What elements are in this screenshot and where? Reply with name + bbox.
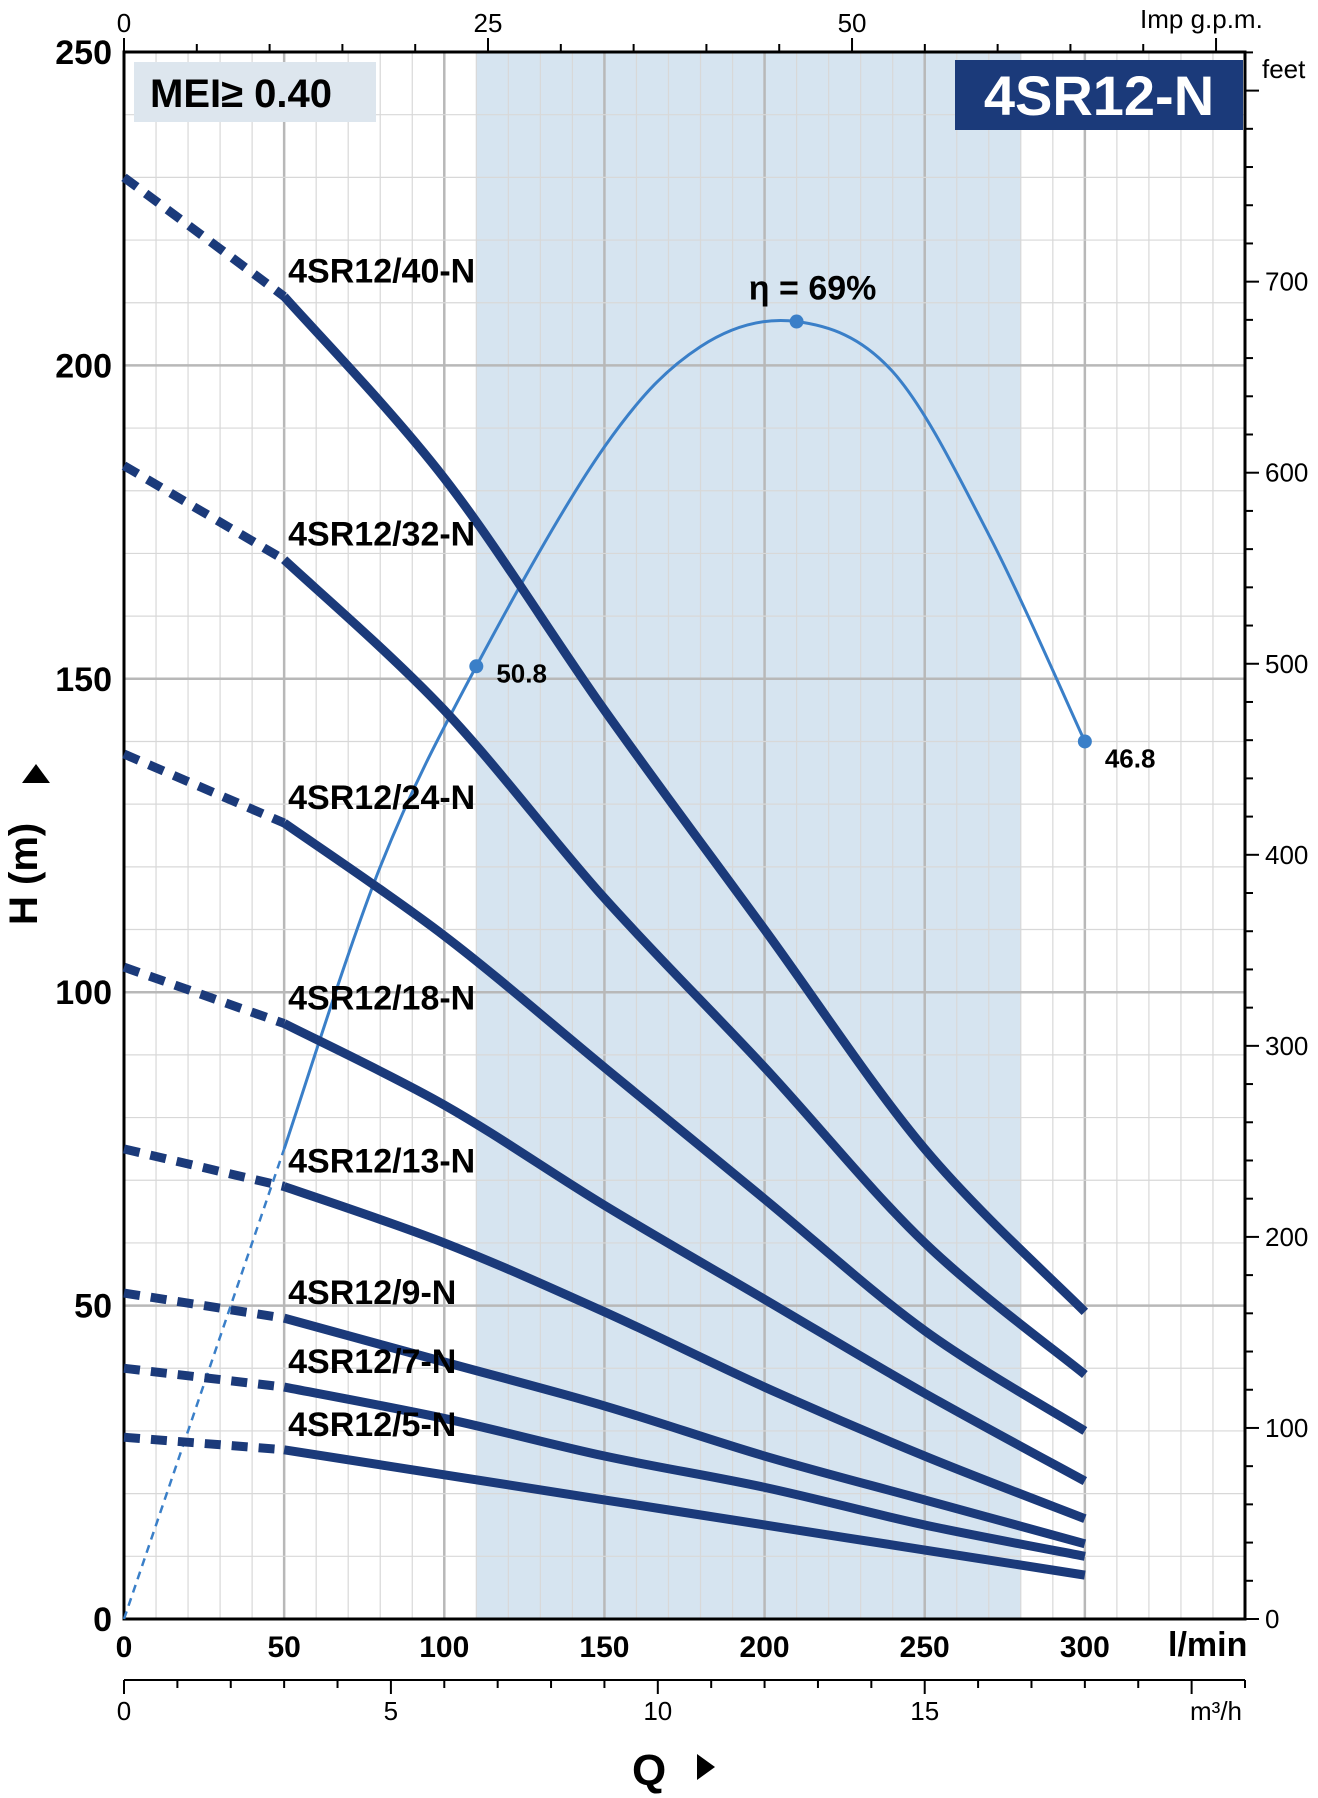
y-tick-label: 100 xyxy=(55,974,112,1012)
y-tick-label: 50 xyxy=(74,1288,112,1326)
right-tick-label: 400 xyxy=(1265,840,1308,870)
x-tick-label: 250 xyxy=(900,1631,950,1664)
head-curve-dashed-extension xyxy=(122,749,286,828)
recommended-range-band xyxy=(476,52,1021,1619)
m3h-tick-label: 0 xyxy=(117,1696,131,1726)
head-curve-label: 4SR12/32-N xyxy=(288,516,475,554)
right-tick-label: 600 xyxy=(1265,458,1308,488)
head-curve-line xyxy=(281,819,1088,1435)
head-curve-line xyxy=(282,1182,1087,1523)
x-tick-label: 200 xyxy=(740,1631,790,1664)
right-tick-label: 0 xyxy=(1265,1604,1279,1634)
x-tick-label: 0 xyxy=(116,1631,133,1664)
head-curve-dashed-extension xyxy=(121,461,287,564)
right-tick-label: 200 xyxy=(1265,1222,1308,1252)
x-tick-label: 300 xyxy=(1060,1631,1110,1664)
head-curve-label: 4SR12/5-N xyxy=(288,1406,456,1444)
right-tick-label: 100 xyxy=(1265,1413,1308,1443)
y-tick-label: 150 xyxy=(55,661,112,699)
head-curve-line xyxy=(282,1313,1087,1549)
m3h-unit-label: m³/h xyxy=(1190,1696,1242,1726)
head-curve-line xyxy=(281,556,1088,1379)
head-curve-dashed-extension xyxy=(122,1144,286,1191)
head-curve-label: 4SR12/18-N xyxy=(288,980,475,1018)
head-curve-line xyxy=(282,1019,1088,1486)
efficiency-dashed-extension xyxy=(122,1148,286,1620)
head-curve-label: 4SR12/13-N xyxy=(288,1143,475,1181)
x-axis-title-text: Q xyxy=(632,1746,666,1795)
x-tick-label: 50 xyxy=(267,1631,300,1664)
y-right-unit-label: feet xyxy=(1262,54,1306,84)
efficiency-point-label: 50.8 xyxy=(496,658,547,688)
right-tick-label: 700 xyxy=(1265,267,1308,297)
head-curve-dashed-extension xyxy=(123,1288,285,1323)
top-tick-label: 50 xyxy=(838,8,867,38)
y-axis-title: H (m) xyxy=(2,764,50,925)
x-tick-label: 100 xyxy=(419,1631,469,1664)
m3h-tick-label: 5 xyxy=(384,1696,398,1726)
head-curves xyxy=(121,173,1089,1580)
y-tick-label: 200 xyxy=(55,347,112,385)
m3h-tick-label: 15 xyxy=(910,1696,939,1726)
head-curve-line xyxy=(280,293,1089,1316)
right-tick-label: 500 xyxy=(1265,649,1308,679)
head-curve-label: 4SR12/9-N xyxy=(288,1274,456,1312)
m3h-tick-label: 10 xyxy=(643,1696,672,1726)
head-curve-dashed-extension xyxy=(123,1363,285,1392)
efficiency-point xyxy=(1077,734,1092,749)
head-curve-label: 4SR12/24-N xyxy=(288,779,475,817)
top-tick-label: 0 xyxy=(117,8,131,38)
plot-frame xyxy=(122,50,1247,1621)
y-tick-label: 250 xyxy=(55,34,112,72)
efficiency-point xyxy=(789,314,804,329)
efficiency-curve: 50.8 46.8 η = 69% xyxy=(122,270,1156,1620)
x-axis-title: Q xyxy=(632,1746,715,1795)
x-top-unit-label: Imp g.p.m. xyxy=(1140,4,1263,34)
top-tick-label: 25 xyxy=(474,8,503,38)
curve-labels: 4SR12/40-N 4SR12/32-N 4SR12/24-N 4SR12/18-N… xyxy=(288,252,475,1443)
head-curve-dashed-extension xyxy=(122,962,286,1028)
x-unit-label: l/min xyxy=(1168,1626,1247,1664)
right-tick-label: 300 xyxy=(1265,1031,1308,1061)
efficiency-peak-label: η = 69% xyxy=(749,270,877,308)
head-curve-line xyxy=(283,1382,1086,1561)
head-curve-label: 4SR12/7-N xyxy=(288,1343,456,1381)
x-axis-arrow-icon xyxy=(697,1754,715,1780)
mei-badge: MEI≥ 0.40 xyxy=(134,62,376,122)
head-curve-line xyxy=(283,1445,1086,1580)
y-tick-label: 0 xyxy=(93,1601,112,1639)
efficiency-point xyxy=(469,659,484,674)
x-tick-label: 150 xyxy=(579,1631,629,1664)
head-curve-dashed-extension xyxy=(123,1432,285,1455)
model-title: 4SR12-N xyxy=(955,60,1243,130)
head-curve-label: 4SR12/40-N xyxy=(288,252,475,290)
y-axis-arrow-icon xyxy=(22,764,50,783)
model-title-text: 4SR12-N xyxy=(984,64,1214,127)
efficiency-line xyxy=(282,318,1087,1150)
head-curve-dashed-extension xyxy=(121,173,287,301)
efficiency-point-label: 46.8 xyxy=(1105,743,1156,773)
recommended-range-shading xyxy=(476,52,1021,1619)
mei-badge-text: MEI≥ 0.40 xyxy=(150,72,332,116)
y-axis-title-text: H (m) xyxy=(2,823,46,925)
